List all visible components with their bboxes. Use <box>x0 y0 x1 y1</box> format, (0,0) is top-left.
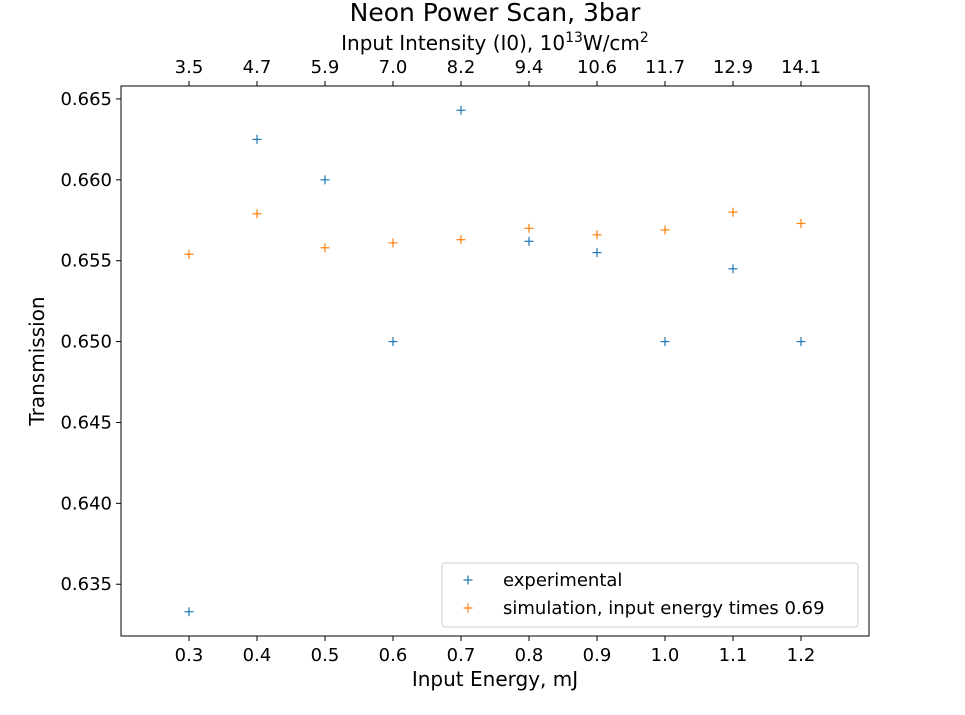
chart-title: Neon Power Scan, 3bar <box>350 0 641 27</box>
experimental-point <box>524 236 534 246</box>
legend-item-experimental: experimental <box>463 570 622 591</box>
y-tick-label: 0.640 <box>60 493 112 514</box>
x-tick-label: 0.8 <box>515 645 544 666</box>
x-tick-label: 0.4 <box>243 645 272 666</box>
x-tick-label: 1.2 <box>787 645 816 666</box>
x-axis: 0.3 0.4 0.5 0.6 0.7 0.8 0.9 1.0 1.1 1.2 <box>175 636 816 666</box>
simulation-point <box>456 235 466 245</box>
y-tick-label: 0.655 <box>60 251 112 272</box>
top-tick-label: 8.2 <box>447 57 476 78</box>
y-axis: 0.635 0.640 0.645 0.650 0.655 0.660 0.665 <box>60 89 121 595</box>
experimental-point <box>456 105 466 115</box>
top-tick-label: 11.7 <box>645 57 685 78</box>
experimental-point <box>320 175 330 185</box>
top-tick-label: 14.1 <box>781 57 821 78</box>
experimental-point <box>184 607 194 617</box>
plot-area <box>120 85 870 637</box>
legend-marker <box>463 603 473 613</box>
x-axis-label: Input Energy, mJ <box>412 667 578 691</box>
x-tick-label: 0.9 <box>583 645 612 666</box>
x-tick-label: 0.3 <box>175 645 204 666</box>
legend-item-simulation: simulation, input energy times 0.69 <box>463 598 825 619</box>
x-tick-label: 1.0 <box>651 645 680 666</box>
experimental-point <box>660 337 670 347</box>
x-tick-label: 1.1 <box>719 645 748 666</box>
top-tick-label: 5.9 <box>311 57 340 78</box>
top-tick-label: 12.9 <box>713 57 753 78</box>
y-tick-label: 0.635 <box>60 574 112 595</box>
simulation-point <box>252 209 262 219</box>
experimental-point <box>592 248 602 258</box>
simulation-point <box>592 230 602 240</box>
x-tick-label: 0.6 <box>379 645 408 666</box>
plot-frame <box>120 85 870 637</box>
x-tick-label: 0.7 <box>447 645 476 666</box>
legend-label: experimental <box>503 570 622 591</box>
simulation-point <box>388 238 398 248</box>
top-axis: 3.5 4.7 5.9 7.0 8.2 9.4 10.6 11.7 12.9 14.1 <box>175 57 821 86</box>
experimental-point <box>252 134 262 144</box>
y-tick-label: 0.665 <box>60 89 112 110</box>
experimental-point <box>796 337 806 347</box>
legend-box <box>441 562 859 628</box>
top-tick-label: 4.7 <box>243 57 272 78</box>
simulation-point <box>796 219 806 228</box>
top-tick-label: 3.5 <box>175 57 204 78</box>
experimental-point <box>728 264 738 274</box>
legend-label: simulation, input energy times 0.69 <box>503 598 825 619</box>
legend: experimental simulation, input energy ti… <box>441 562 859 628</box>
y-axis-label: Transmission <box>25 296 49 426</box>
top-tick-label: 10.6 <box>577 57 617 78</box>
data-points <box>184 105 806 617</box>
x-tick-label: 0.5 <box>311 645 340 666</box>
top-tick-label: 9.4 <box>515 57 544 78</box>
y-tick-label: 0.645 <box>60 412 112 433</box>
legend-marker <box>463 575 473 585</box>
simulation-point <box>728 207 738 217</box>
y-tick-label: 0.660 <box>60 170 112 191</box>
top-tick-label: 7.0 <box>379 57 408 78</box>
experimental-point <box>388 337 398 347</box>
simulation-point <box>320 243 330 253</box>
simulation-point <box>660 225 670 235</box>
simulation-point <box>524 223 534 233</box>
simulation-point <box>184 249 194 259</box>
y-tick-label: 0.650 <box>60 332 112 353</box>
top-axis-label: Input Intensity (I0), 1013W/cm2 <box>341 30 649 55</box>
